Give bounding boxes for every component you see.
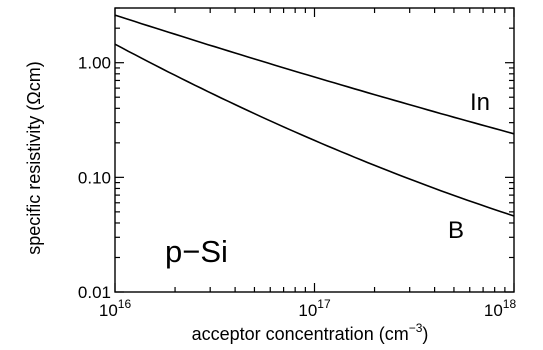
x-axis-title-text: acceptor concentration (cm bbox=[192, 324, 409, 344]
y-axis-title: specific resistivity (Ωcm) bbox=[24, 61, 44, 254]
series-line-in bbox=[114, 14, 515, 135]
x-axis-ticks: 1016 1017 1018 bbox=[99, 8, 517, 320]
x-tick-label: 1018 bbox=[484, 297, 517, 320]
x-axis-title: acceptor concentration (cm−3) bbox=[192, 321, 429, 344]
x-tick-label-base: 10 bbox=[298, 301, 317, 320]
x-tick-label-exponent: 17 bbox=[317, 297, 331, 311]
y-axis-ticks: 0.01 0.10 1.00 bbox=[78, 7, 514, 302]
series-label-b: B bbox=[448, 217, 464, 244]
x-tick-label-exponent: 16 bbox=[118, 297, 132, 311]
x-tick-label-base: 10 bbox=[99, 301, 118, 320]
series-line-b bbox=[114, 43, 515, 217]
x-tick-label: 1016 bbox=[99, 297, 132, 320]
x-axis-title-exponent: −3 bbox=[409, 321, 423, 335]
series-label-in: In bbox=[470, 89, 490, 116]
x-axis-title-close: ) bbox=[422, 324, 428, 344]
x-tick-label: 1017 bbox=[298, 297, 331, 320]
y-tick-label: 0.01 bbox=[78, 283, 111, 302]
y-tick-label: 1.00 bbox=[78, 54, 111, 73]
x-tick-label-exponent: 18 bbox=[503, 297, 517, 311]
x-tick-label-base: 10 bbox=[484, 301, 503, 320]
annotation-p-si: p−Si bbox=[165, 234, 228, 269]
y-tick-label: 0.10 bbox=[78, 168, 111, 187]
series-lines bbox=[114, 14, 515, 217]
